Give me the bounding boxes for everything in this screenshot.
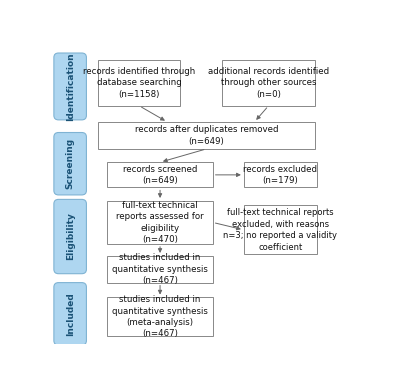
Text: records after duplicates removed
(n=649): records after duplicates removed (n=649) [135,125,278,146]
Text: Included: Included [66,292,75,336]
Text: studies included in
quantitative synthesis
(meta-analysis)
(n=467): studies included in quantitative synthes… [112,295,208,339]
FancyBboxPatch shape [222,60,315,106]
FancyBboxPatch shape [54,200,86,274]
Text: additional records identified
through other sources
(n=0): additional records identified through ot… [208,67,329,99]
FancyBboxPatch shape [107,298,213,336]
FancyBboxPatch shape [107,256,213,283]
Text: records identified through
database searching
(n=1158): records identified through database sear… [83,67,195,99]
FancyBboxPatch shape [54,132,86,195]
Text: records excluded
(n=179): records excluded (n=179) [243,165,317,185]
Text: full-text technical reports
excluded, with reasons
n=3; no reported a validity
c: full-text technical reports excluded, wi… [223,208,337,252]
FancyBboxPatch shape [107,162,213,188]
Text: Eligibility: Eligibility [66,213,75,261]
FancyBboxPatch shape [98,60,180,106]
FancyBboxPatch shape [244,162,317,188]
Text: Identification: Identification [66,52,75,121]
Text: studies included in
quantitative synthesis
(n=467): studies included in quantitative synthes… [112,253,208,285]
FancyBboxPatch shape [54,53,86,120]
Text: Screening: Screening [66,138,75,189]
FancyBboxPatch shape [54,283,86,345]
FancyBboxPatch shape [98,122,315,149]
Text: full-text technical
reports assessed for
eligibility
(n=470): full-text technical reports assessed for… [116,201,204,244]
Text: records screened
(n=649): records screened (n=649) [123,165,197,185]
FancyBboxPatch shape [244,205,317,254]
FancyBboxPatch shape [107,201,213,244]
